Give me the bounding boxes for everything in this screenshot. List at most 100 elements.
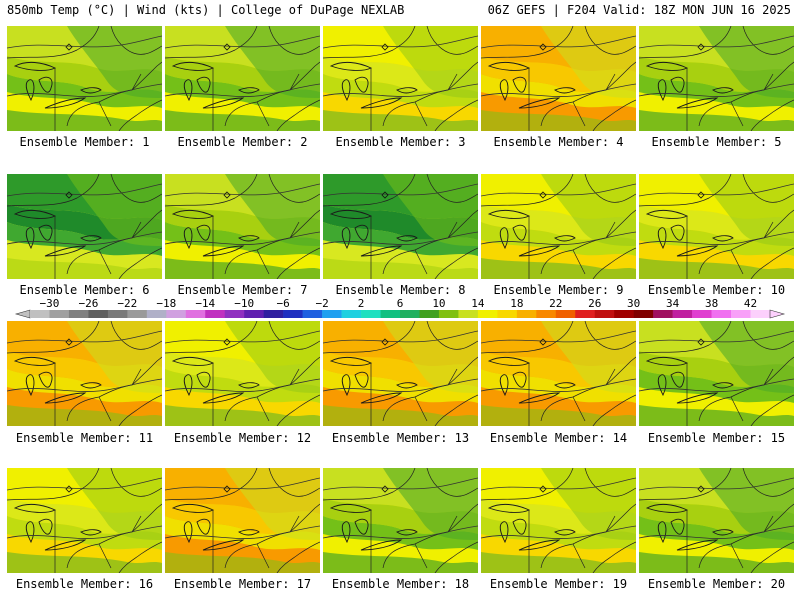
colorbar-min-arrow xyxy=(14,309,31,319)
temperature-field xyxy=(639,468,794,573)
ensemble-member-map xyxy=(7,321,162,426)
ensemble-member-map xyxy=(481,321,636,426)
ensemble-member-label: Ensemble Member: 13 xyxy=(331,431,470,445)
colorbar-swatch xyxy=(49,310,70,318)
colorbar-swatch xyxy=(750,310,771,318)
ensemble-member-label: Ensemble Member: 11 xyxy=(15,431,154,445)
colorbar-swatch xyxy=(88,310,109,318)
ensemble-member-map xyxy=(165,26,320,131)
colorbar-max-arrow xyxy=(769,309,786,319)
temperature-field xyxy=(323,321,478,426)
colorbar-swatch xyxy=(692,310,712,318)
ensemble-member-label: Ensemble Member: 12 xyxy=(173,431,312,445)
colorbar-swatch xyxy=(516,310,537,318)
ensemble-member-map xyxy=(639,468,794,573)
temperature-field xyxy=(639,321,794,426)
temperature-field xyxy=(481,174,636,279)
colorbar-tick: 34 xyxy=(666,297,680,310)
temperature-field xyxy=(481,26,636,131)
colorbar-swatch xyxy=(361,310,381,318)
ensemble-member-map xyxy=(165,468,320,573)
colorbar-tick: 18 xyxy=(510,297,524,310)
ensemble-member-map xyxy=(7,468,162,573)
ensemble-member-label: Ensemble Member: 8 xyxy=(335,283,466,297)
colorbar-tick: −2 xyxy=(315,297,329,310)
colorbar-tick: 10 xyxy=(432,297,446,310)
ensemble-member-label: Ensemble Member: 3 xyxy=(335,135,466,149)
temperature-field xyxy=(639,174,794,279)
temperature-field xyxy=(481,321,636,426)
ensemble-member-map xyxy=(481,174,636,279)
colorbar-swatch xyxy=(166,310,187,318)
ensemble-member-label: Ensemble Member: 20 xyxy=(647,577,786,591)
colorbar-swatch xyxy=(614,310,634,318)
colorbar-swatch xyxy=(68,310,89,318)
ensemble-member-label: Ensemble Member: 19 xyxy=(489,577,628,591)
colorbar-swatch xyxy=(341,310,362,318)
colorbar-swatch xyxy=(594,310,615,318)
ensemble-member-map xyxy=(323,321,478,426)
ensemble-member-label: Ensemble Member: 5 xyxy=(651,135,782,149)
ensemble-member-label: Ensemble Member: 1 xyxy=(19,135,150,149)
ensemble-member-map xyxy=(481,26,636,131)
temperature-field xyxy=(323,26,478,131)
ensemble-member-label: Ensemble Member: 10 xyxy=(647,283,786,297)
ensemble-member-map xyxy=(481,468,636,573)
ensemble-member-label: Ensemble Member: 2 xyxy=(177,135,308,149)
ensemble-member-label: Ensemble Member: 15 xyxy=(647,431,786,445)
ensemble-member-label: Ensemble Member: 16 xyxy=(15,577,154,591)
colorbar-swatch xyxy=(653,310,673,318)
temperature-field xyxy=(639,26,794,131)
ensemble-member-map xyxy=(323,174,478,279)
ensemble-member-map xyxy=(639,321,794,426)
colorbar-swatch xyxy=(30,310,50,318)
colorbar-swatch xyxy=(497,310,518,318)
ensemble-member-map xyxy=(7,174,162,279)
colorbar-swatch xyxy=(419,310,440,318)
colorbar-tick: 22 xyxy=(549,297,563,310)
ensemble-member-label: Ensemble Member: 7 xyxy=(177,283,308,297)
temperature-field xyxy=(323,468,478,573)
colorbar-tick: 14 xyxy=(471,297,485,310)
colorbar-tick: −14 xyxy=(195,297,216,310)
temperature-field xyxy=(165,321,320,426)
colorbar-tick: 26 xyxy=(588,297,602,310)
temperature-field xyxy=(165,26,320,131)
ensemble-member-map xyxy=(639,174,794,279)
colorbar-swatch xyxy=(302,310,323,318)
colorbar-tick: 38 xyxy=(704,297,719,310)
ensemble-member-label: Ensemble Member: 6 xyxy=(19,283,150,297)
colorbar-tick: −22 xyxy=(117,297,138,310)
ensemble-member-label: Ensemble Member: 4 xyxy=(493,135,624,149)
colorbar-swatch xyxy=(731,310,751,318)
colorbar-swatch xyxy=(322,310,342,318)
ensemble-member-label: Ensemble Member: 17 xyxy=(173,577,312,591)
colorbar-swatch xyxy=(244,310,264,318)
ensemble-member-map xyxy=(323,468,478,573)
colorbar-tick: −6 xyxy=(276,297,290,310)
temperature-field xyxy=(165,174,320,279)
colorbar-swatch xyxy=(633,310,654,318)
colorbar-swatch xyxy=(127,310,148,318)
colorbar-swatch xyxy=(672,310,693,318)
temperature-colorbar xyxy=(14,309,786,319)
ensemble-member-label: Ensemble Member: 14 xyxy=(489,431,628,445)
temperature-field xyxy=(7,321,162,426)
colorbar-swatch xyxy=(146,310,167,318)
colorbar-swatch xyxy=(224,310,245,318)
ensemble-member-map xyxy=(7,26,162,131)
colorbar-swatch xyxy=(205,310,226,318)
colorbar-tick: 30 xyxy=(627,297,641,310)
colorbar-tick: −10 xyxy=(234,297,255,310)
colorbar-swatch xyxy=(555,310,576,318)
temperature-field xyxy=(7,468,162,573)
model-valid-time: 06Z GEFS | F204 Valid: 18Z MON JUN 16 20… xyxy=(487,3,791,17)
map-title: 850mb Temp (°C) | Wind (kts) | College o… xyxy=(7,3,405,17)
colorbar-swatch xyxy=(263,310,284,318)
colorbar-swatch xyxy=(458,310,479,318)
colorbar-tick: −30 xyxy=(39,297,60,310)
temperature-field xyxy=(7,26,162,131)
colorbar-swatch xyxy=(107,310,128,318)
colorbar-tick: 42 xyxy=(743,297,758,310)
colorbar-swatch xyxy=(380,310,401,318)
